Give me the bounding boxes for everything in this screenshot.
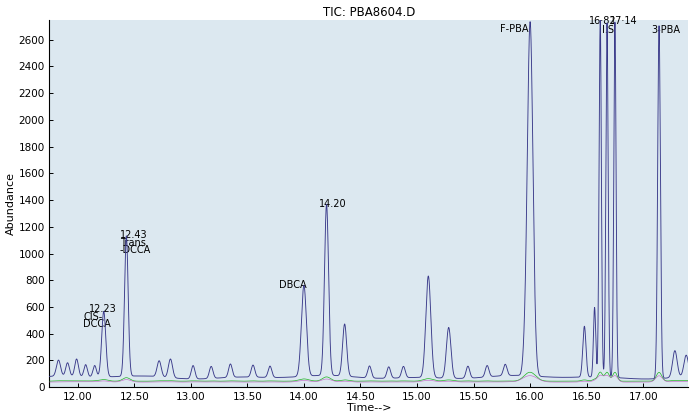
- Text: Trans: Trans: [119, 238, 146, 248]
- Text: 12.23: 12.23: [89, 304, 117, 314]
- Text: -DCCA: -DCCA: [119, 245, 151, 254]
- Text: DCCA: DCCA: [83, 319, 111, 329]
- X-axis label: Time-->: Time-->: [347, 403, 391, 414]
- Text: I.S: I.S: [602, 25, 614, 35]
- Y-axis label: Abundance: Abundance: [6, 172, 15, 235]
- Text: 16·82: 16·82: [589, 16, 616, 26]
- Text: 14.20: 14.20: [319, 199, 346, 210]
- Text: DBCA: DBCA: [279, 279, 307, 290]
- Text: 12.43: 12.43: [119, 230, 147, 240]
- Title: TIC: PBA8604.D: TIC: PBA8604.D: [323, 5, 415, 18]
- Text: 17·14: 17·14: [611, 16, 638, 26]
- Text: 3-PBA: 3-PBA: [651, 25, 680, 35]
- Text: CIS-: CIS-: [83, 312, 103, 322]
- Text: F-PBA: F-PBA: [500, 24, 528, 34]
